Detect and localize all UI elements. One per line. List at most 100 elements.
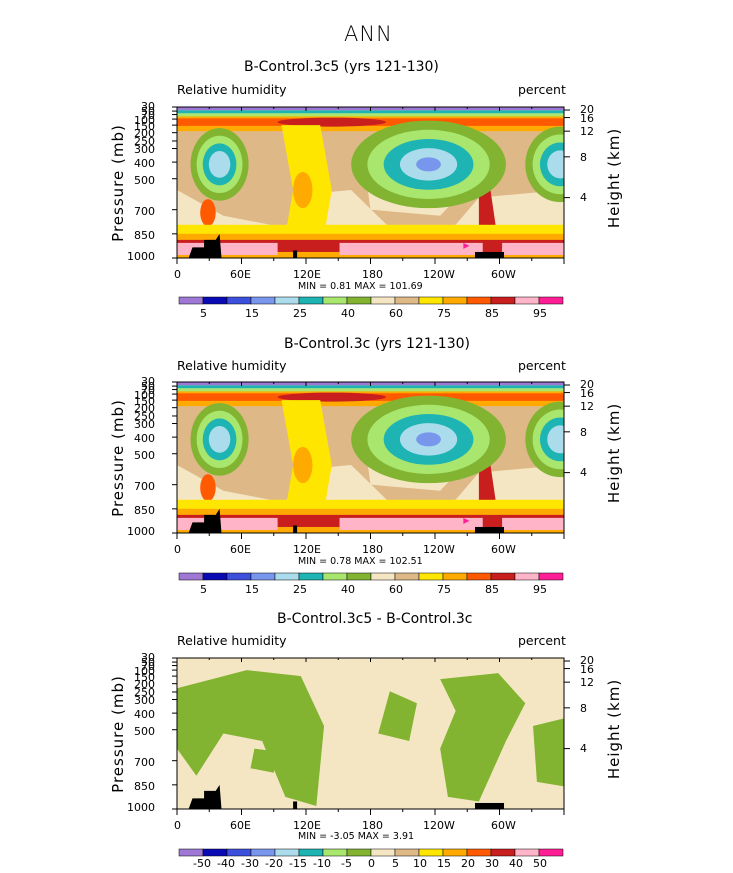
panel3-colorbar-swatch: [490, 848, 516, 857]
panel2-topography: [474, 526, 505, 533]
panel1-colorbar-label: 5: [200, 307, 207, 320]
panel3-colorbar-swatch: [370, 848, 396, 857]
panel1-x-tick: 120W: [423, 268, 455, 281]
panel2-colorbar-label: 85: [485, 583, 499, 596]
panel3-y-tick: 50: [141, 656, 155, 669]
panel3-height-tick: 20: [580, 654, 594, 667]
panel2-colorbar-swatch: [370, 572, 396, 581]
panel3-colorbar-swatch: [538, 848, 564, 857]
panel1-colorbar-swatch: [202, 296, 228, 305]
panel3-colorbar-label: -10: [313, 857, 331, 870]
panel1-height-tick: 4: [580, 191, 587, 204]
panel1-colorbar-swatch: [298, 296, 324, 305]
panel3-colorbar-swatch: [298, 848, 324, 857]
panel2-field-sub-orange: [200, 474, 216, 502]
panel2-x-tick: 0: [174, 543, 181, 556]
panel3-y-tick: 100: [134, 665, 155, 678]
panel1-x-tick: 60E: [230, 268, 251, 281]
panel2-x-tick: 120E: [293, 543, 321, 556]
panel1-contour-lobe: [416, 157, 441, 172]
panel3-variable-label: Relative humidity: [177, 633, 287, 648]
panel2-y-tick: 850: [134, 504, 155, 517]
panel2-colorbar-swatch: [514, 572, 540, 581]
panel1-y-tick: 30: [141, 100, 155, 113]
panel3-y-tick: 200: [134, 678, 155, 691]
panel2-y-tick: 700: [134, 480, 155, 493]
panel1-contour-lobe: [547, 150, 564, 179]
panel2-colorbar-swatch: [418, 572, 444, 581]
panel2-contour-lobe: [208, 425, 231, 453]
panel1-topography: [293, 250, 298, 258]
panel2-field-upper-darkred: [277, 392, 386, 402]
panel2-colorbar-swatch: [394, 572, 420, 581]
panel2-field-strat-teal: [177, 385, 564, 389]
panel1-field-bl-pink: [339, 242, 483, 255]
panel1-colorbar-swatch: [418, 296, 444, 305]
panel1-colorbar-label: 75: [437, 307, 451, 320]
panel2-field-strat-green: [177, 388, 564, 392]
panel3-colorbar-swatch: [466, 848, 492, 857]
panel1-colorbar-label: 85: [485, 307, 499, 320]
panel3-x-tick: 0: [174, 819, 181, 832]
panel2-y-tick: 300: [134, 418, 155, 431]
panel3-colorbar-swatch: [202, 848, 228, 857]
panel1-field-bl-pink: [502, 242, 564, 255]
panel3-colorbar-label: -40: [217, 857, 235, 870]
panel2-field-bl-pink: [502, 517, 564, 530]
panel2-variable-label: Relative humidity: [177, 358, 287, 373]
panel1-field-bl-magenta: [463, 242, 470, 249]
panel2-colorbar-label: 15: [245, 583, 259, 596]
panel1-field-upper-darkred: [277, 117, 386, 127]
panel2-y-tick: 500: [134, 449, 155, 462]
panel2-colorbar-swatch: [274, 572, 300, 581]
panel3-y-tick: 700: [134, 756, 155, 769]
panel1-colorbar-swatch: [514, 296, 540, 305]
panel1-colorbar-label: 40: [341, 307, 355, 320]
panel1-colorbar-label: 95: [533, 307, 547, 320]
panel2-colorbar-swatch: [178, 572, 204, 581]
panel3-y-tick: 30: [141, 651, 155, 664]
panel1-x-tick: 0: [174, 268, 181, 281]
panel2-colorbar-swatch: [322, 572, 348, 581]
figure-title: ANN: [344, 22, 393, 46]
panel1-y-tick: 50: [141, 105, 155, 118]
panel1-y-tick: 700: [134, 205, 155, 218]
panel3-contour-positive: [177, 670, 325, 806]
panel3-height-tick: 8: [580, 702, 587, 715]
panel1-colorbar-label: 60: [389, 307, 403, 320]
panel2-contour-lobe: [416, 432, 441, 447]
panel1-colorbar-swatch: [466, 296, 492, 305]
panel2-y-tick: 400: [134, 432, 155, 445]
panel3-topography: [293, 801, 298, 809]
panel2-min-max: MIN = 0.78 MAX = 102.51: [298, 556, 423, 567]
panel2-height-tick: 8: [580, 426, 587, 439]
panel2-colorbar-swatch: [490, 572, 516, 581]
panel2-units-label: percent: [518, 358, 566, 373]
panel2-colorbar-label: 40: [341, 583, 355, 596]
panel3-min-max: MIN = -3.05 MAX = 3.91: [298, 831, 415, 842]
panel1-title: B-Control.3c5 (yrs 121-130): [244, 59, 439, 75]
panel3-x-tick: 60E: [230, 819, 251, 832]
panel1-units-label: percent: [518, 82, 566, 97]
panel1-height-tick: 12: [580, 125, 594, 138]
panel1-y-tick: 200: [134, 127, 155, 140]
panel1-y-tick: 250: [134, 135, 155, 148]
panel3-height-tick: 16: [580, 663, 594, 676]
panel1-x-tick: 180: [362, 268, 383, 281]
panel1-colorbar-swatch: [250, 296, 276, 305]
panel3-x-tick: 120W: [423, 819, 455, 832]
panel3-colorbar-label: -5: [341, 857, 352, 870]
panel1-colorbar-swatch: [322, 296, 348, 305]
panel2-colorbar-swatch: [298, 572, 324, 581]
panel3-colorbar-swatch: [322, 848, 348, 857]
panel3-colorbar-swatch: [418, 848, 444, 857]
panel2-contour-lobe: [547, 425, 564, 454]
panel2-height-tick: 12: [580, 400, 594, 413]
panel3-x-tick: 60W: [491, 819, 516, 832]
panel1-min-max: MIN = 0.81 MAX = 101.69: [298, 281, 423, 292]
panel3-colorbar-swatch: [514, 848, 540, 857]
panel1-y-tick: 300: [134, 143, 155, 156]
panel3-height-tick: 4: [580, 742, 587, 755]
panel3-colorbar-label: 40: [509, 857, 523, 870]
